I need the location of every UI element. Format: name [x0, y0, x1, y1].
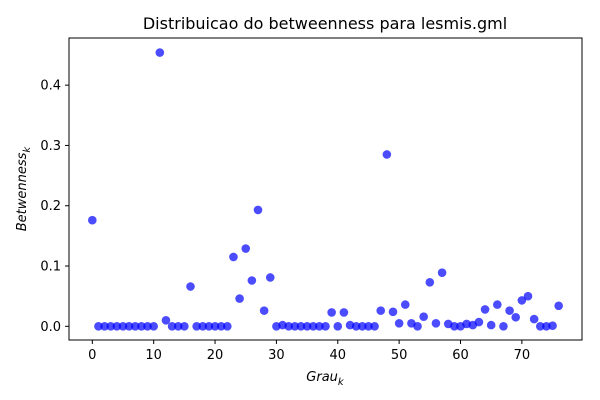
data-point: [394, 319, 404, 328]
data-point: [186, 282, 195, 291]
data-point: [204, 322, 214, 331]
data-point: [474, 317, 484, 327]
data-point: [358, 322, 367, 331]
y-axis-label-main: Betwenness: [15, 152, 30, 231]
data-point: [382, 150, 392, 159]
x-tick-label: 10: [145, 348, 162, 363]
data-point: [517, 296, 527, 305]
data-point: [223, 322, 232, 331]
data-point: [425, 278, 435, 287]
data-point: [327, 308, 336, 317]
chart-title: Distribuicao do betweenness para lesmis.…: [143, 14, 507, 33]
data-point: [106, 322, 116, 331]
data-point: [155, 48, 165, 57]
data-point: [253, 205, 263, 215]
y-tick-label: 0.3: [40, 139, 61, 154]
data-point: [143, 322, 152, 331]
data-point: [210, 322, 220, 331]
data-point: [198, 322, 208, 331]
data-point: [302, 322, 312, 331]
data-point: [130, 322, 140, 331]
data-point: [554, 301, 563, 311]
y-tick-label: 0.0: [40, 320, 61, 335]
x-tick-label: 40: [329, 348, 346, 363]
data-point: [339, 308, 349, 317]
data-point: [333, 322, 343, 331]
data-point: [535, 322, 545, 331]
data-point: [241, 244, 251, 253]
data-point: [437, 268, 447, 277]
x-tick-label: 30: [268, 348, 285, 363]
data-point: [118, 322, 128, 331]
y-tick-label: 0.1: [40, 260, 61, 275]
data-point: [499, 322, 508, 331]
x-axis-ticks: 0 10 20 30 40 50 60 70: [88, 340, 530, 363]
data-point: [88, 215, 97, 225]
data-point: [364, 322, 373, 331]
y-tick-label: 0.4: [40, 79, 61, 94]
data-point: [284, 322, 293, 331]
data-point: [100, 322, 109, 331]
data-point: [315, 322, 324, 331]
data-point: [486, 320, 496, 330]
x-axis-label-main: Grau: [306, 370, 338, 385]
data-point: [229, 252, 238, 262]
y-axis-ticks: 0.0 0.1 0.2 0.3 0.4: [40, 79, 69, 335]
data-point: [265, 273, 275, 282]
x-tick-label: 70: [514, 348, 531, 363]
x-tick-label: 20: [207, 348, 224, 363]
data-point: [351, 322, 361, 331]
data-point: [493, 300, 502, 309]
data-point: [370, 322, 379, 331]
data-point: [149, 322, 158, 331]
data-point: [137, 322, 146, 331]
data-point: [505, 306, 514, 315]
data-point: [259, 306, 269, 315]
plot-frame: [68, 37, 583, 341]
data-point: [548, 321, 557, 331]
data-point: [321, 322, 330, 331]
data-point: [192, 322, 201, 331]
data-point: [431, 319, 441, 328]
data-point: [180, 322, 189, 331]
x-tick-label: 50: [391, 348, 408, 363]
data-point: [308, 322, 318, 331]
data-point: [480, 305, 490, 314]
x-tick-label: 0: [88, 348, 96, 363]
data-point: [419, 312, 428, 321]
plot-area: [69, 38, 582, 340]
data-point: [388, 307, 398, 317]
data-point: [112, 322, 122, 331]
data-points: [88, 48, 563, 331]
x-axis-label-subscript: k: [338, 377, 345, 388]
x-tick-label: 60: [452, 348, 469, 363]
data-point: [296, 322, 306, 331]
data-point: [235, 294, 244, 303]
y-tick-label: 0.2: [40, 199, 61, 214]
data-point: [523, 291, 533, 301]
data-point: [450, 322, 459, 331]
data-point: [161, 315, 171, 325]
data-point: [124, 322, 134, 331]
data-point: [173, 322, 183, 331]
data-point: [400, 300, 410, 309]
data-point: [413, 322, 422, 331]
data-point: [376, 306, 386, 315]
y-axis-label: Betwennessk: [15, 146, 33, 232]
x-axis-label: Grauk: [306, 370, 345, 388]
data-point: [216, 322, 226, 331]
y-axis-label-subscript: k: [22, 146, 33, 153]
data-point: [290, 322, 300, 331]
data-point: [247, 276, 257, 285]
data-point: [94, 322, 103, 331]
data-point: [511, 312, 521, 322]
data-point: [167, 322, 177, 331]
data-point: [529, 314, 539, 324]
